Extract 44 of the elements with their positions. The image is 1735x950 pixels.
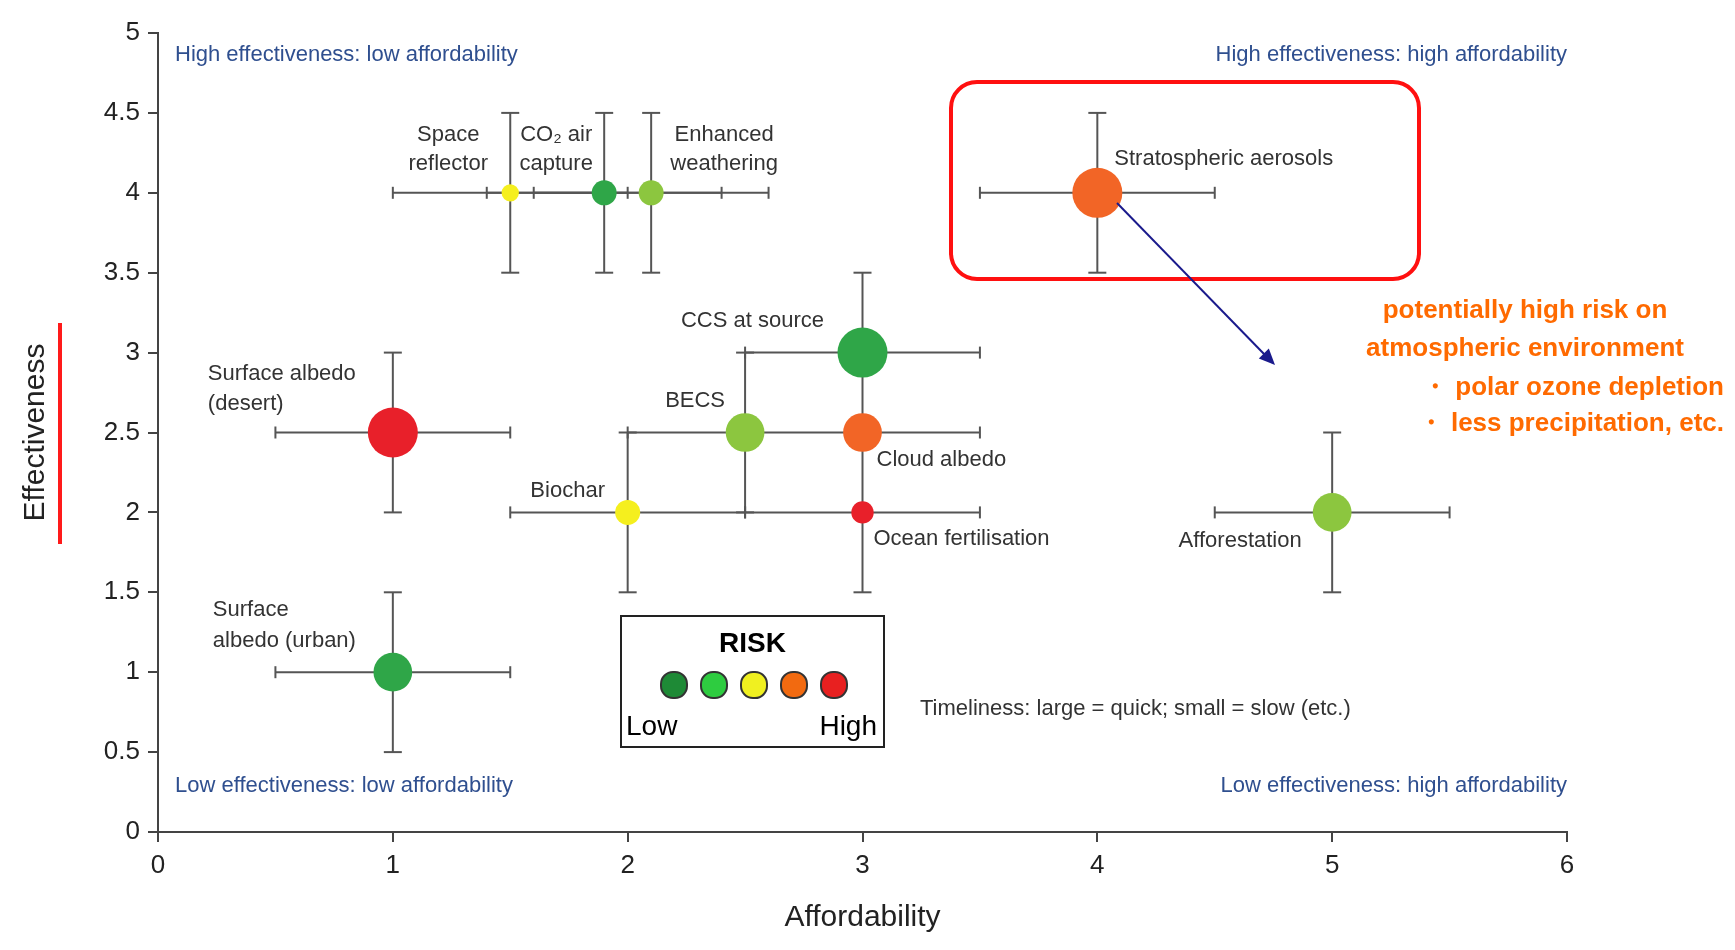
x-tick-label: 4 — [1090, 848, 1105, 879]
annotation: ・ less precipitation, etc. — [1417, 407, 1724, 438]
annotation: High effectiveness: low affordability — [175, 41, 518, 67]
y-tick-label: 1 — [125, 655, 140, 686]
series-label: Surface albedo (desert) — [207, 359, 356, 415]
annotation: Timeliness: large = quick; small = slow (etc.) — [920, 695, 1351, 721]
annotation: atmospheric environment — [1366, 332, 1685, 363]
legend-title: RISK — [718, 627, 787, 659]
y-tick-label: 0.5 — [103, 735, 140, 766]
annotation: Low — [626, 710, 678, 742]
annotation: Low effectiveness: low affordability — [175, 772, 513, 798]
series-label: Biochar — [530, 477, 605, 503]
y-tick-label: 4.5 — [103, 96, 140, 127]
series-label: Space reflector — [408, 120, 488, 175]
x-tick-label: 0 — [150, 848, 166, 879]
series-label: Ocean fertilisation — [873, 525, 1050, 551]
series-label: Afforestation — [1178, 527, 1302, 553]
annotation: potentially high risk on — [1382, 294, 1668, 325]
series-label: Cloud albedo — [876, 445, 1007, 471]
x-tick-label: 1 — [385, 848, 401, 879]
series-label: Enhanced weathering — [669, 120, 778, 175]
x-axis-title: Affordability — [784, 899, 941, 933]
series-label: CCS at source — [680, 306, 825, 332]
y-tick-label: 4 — [125, 175, 140, 206]
y-tick-label: 2.5 — [103, 415, 140, 446]
series-label: Stratospheric aerosols — [1114, 144, 1334, 170]
x-tick-label: 6 — [1559, 848, 1575, 879]
series-label: BECS — [665, 386, 726, 412]
annotation: Low effectiveness: high affordability — [1220, 772, 1567, 798]
series-label: Surface albedo (urban) — [212, 596, 356, 653]
y-tick-label: 1.5 — [103, 575, 140, 606]
annotation: ・ polar ozone depletion — [1422, 371, 1724, 402]
y-tick-label: 3 — [125, 335, 140, 366]
y-tick-label: 5 — [125, 16, 140, 47]
y-tick-label: 3.5 — [103, 255, 140, 286]
annotation: High — [819, 710, 877, 742]
annotation: High effectiveness: high affordability — [1215, 41, 1567, 67]
x-tick-label: 3 — [855, 848, 870, 879]
series-label: CO₂ air capture — [519, 120, 593, 175]
x-tick-label: 5 — [1324, 848, 1340, 879]
y-tick-label: 0 — [125, 815, 140, 846]
y-tick-label: 2 — [125, 495, 140, 526]
x-tick-label: 2 — [620, 848, 635, 879]
y-axis-title: Effectiveness — [17, 343, 51, 522]
